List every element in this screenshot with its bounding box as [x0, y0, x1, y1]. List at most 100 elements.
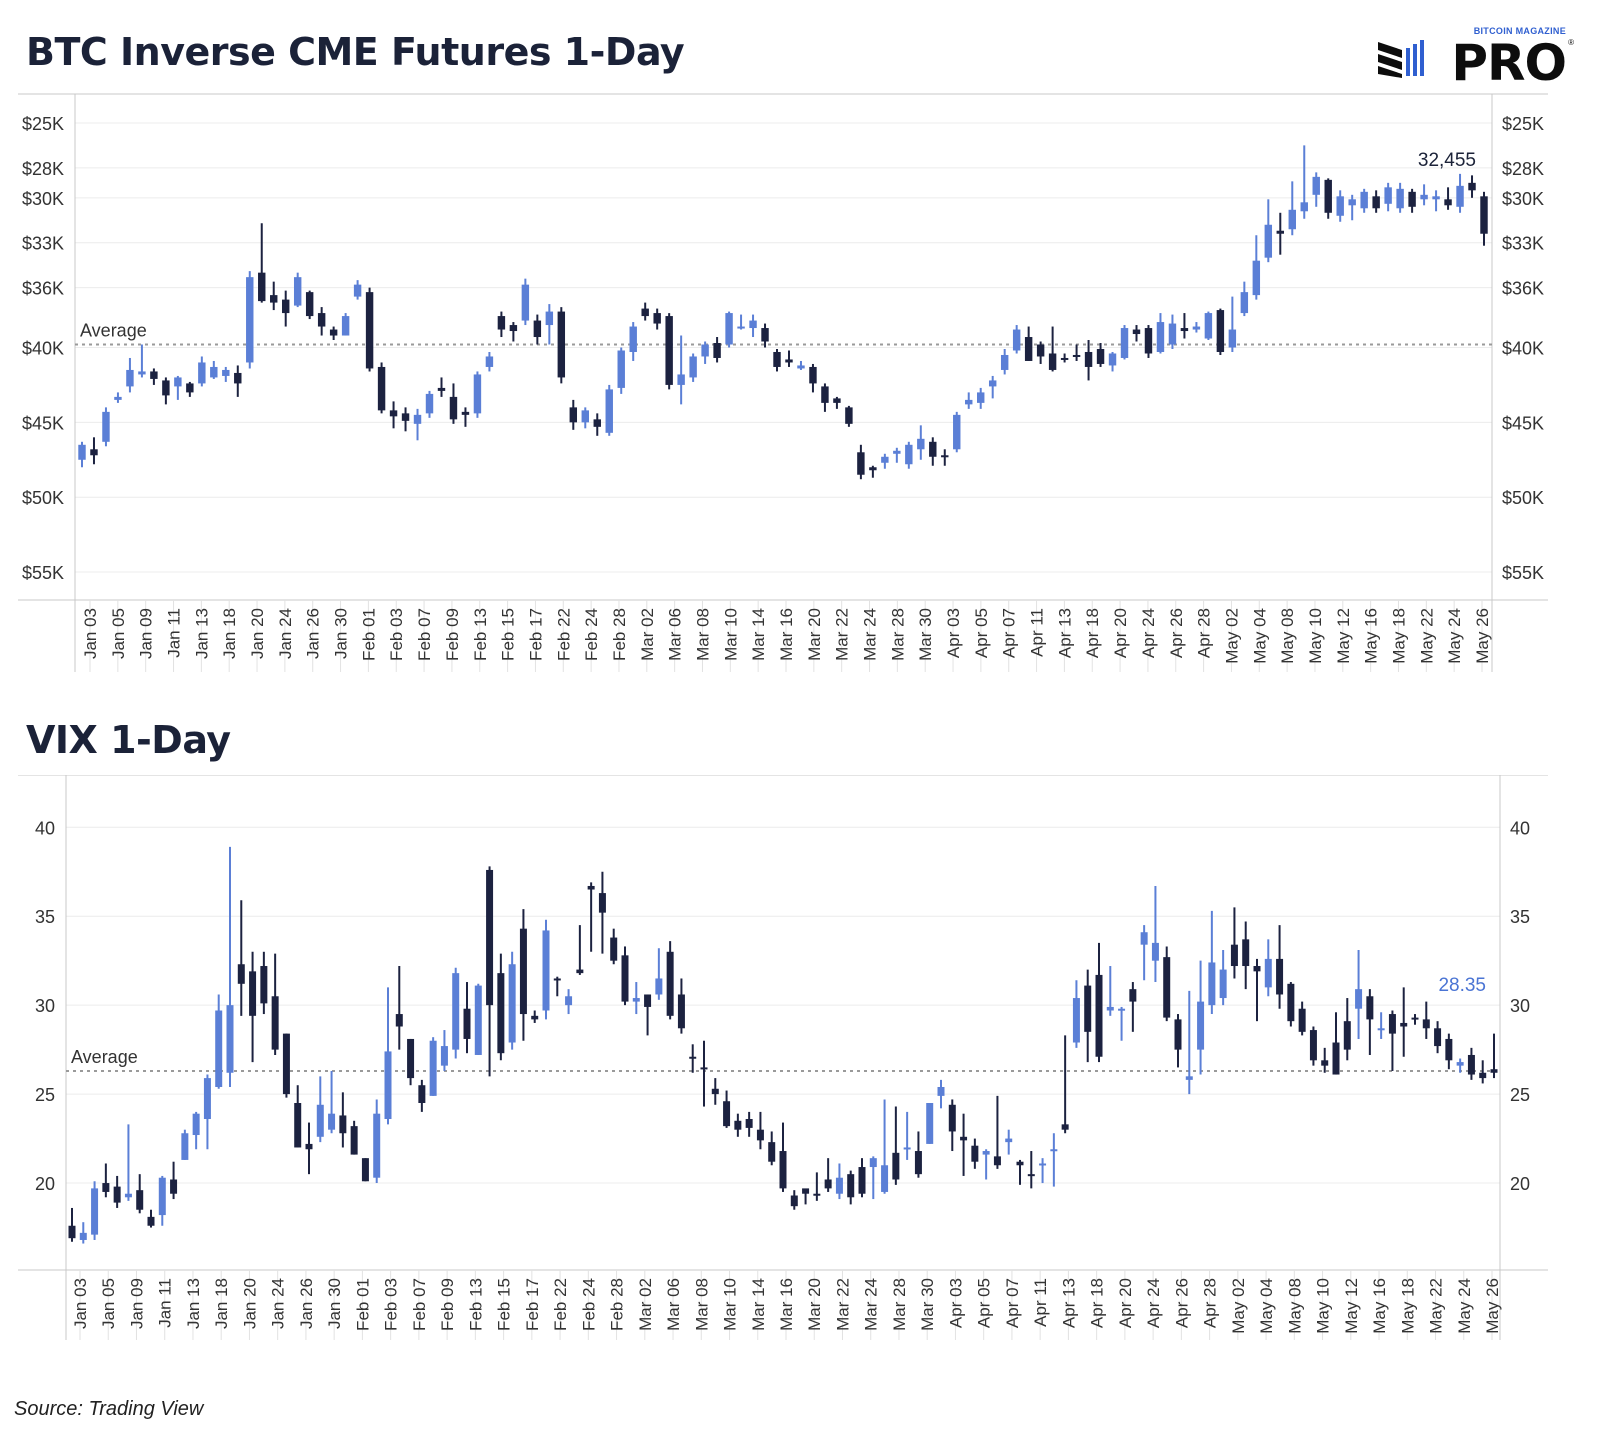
vix-candle-body	[102, 1183, 110, 1192]
vix-candle	[734, 1113, 742, 1137]
vix-candle	[1027, 1151, 1035, 1189]
vix-candle-body	[440, 1046, 448, 1066]
vix-candle	[1479, 1060, 1487, 1084]
btc-candle-body	[401, 413, 410, 421]
vix-x-tick-label: Mar 06	[664, 1278, 683, 1331]
btc-candle	[78, 441, 86, 468]
btc-x-tick-label: Feb 13	[471, 608, 490, 661]
vix-candle-body	[1490, 1069, 1498, 1073]
vix-candle-body	[452, 973, 460, 1050]
vix-x-tick-label: Feb 09	[438, 1278, 457, 1331]
btc-candle-body	[1288, 209, 1296, 230]
vix-candle	[565, 989, 573, 1015]
vix-candle-body	[689, 1056, 697, 1059]
btc-candle	[1264, 199, 1273, 263]
btc-candle	[737, 314, 745, 330]
vix-candle	[418, 1079, 426, 1112]
vix-candle-body	[249, 971, 257, 1016]
btc-x-tick-label: Apr 11	[1028, 608, 1047, 657]
vix-candle-body	[1434, 1028, 1442, 1047]
vix-candle-body	[124, 1193, 132, 1198]
vix-candle-body	[1061, 1124, 1069, 1130]
vix-candle	[508, 951, 516, 1050]
btc-candle-body	[1084, 351, 1093, 367]
vix-candle	[745, 1111, 753, 1137]
vix-x-tick-label: Jan 18	[212, 1278, 231, 1329]
btc-candle	[893, 447, 901, 463]
btc-x-tick-label: Jan 30	[332, 608, 351, 659]
btc-candle	[413, 408, 422, 441]
vix-candle	[1490, 1033, 1498, 1079]
vix-candle-body	[136, 1190, 144, 1210]
vix-candle-body	[700, 1067, 708, 1070]
btc-candle-body	[641, 308, 649, 317]
vix-candle-body	[1467, 1054, 1475, 1075]
btc-candle	[1432, 190, 1440, 212]
vix-candle-body	[474, 985, 482, 1055]
vix-candle	[903, 1111, 911, 1160]
vix-candle	[576, 925, 584, 975]
btc-x-tick-label: Feb 28	[610, 608, 629, 661]
btc-candle	[917, 425, 925, 460]
btc-candle-body	[617, 350, 625, 388]
btc-candle	[977, 387, 985, 409]
btc-candle	[90, 437, 98, 465]
btc-candle-body	[845, 407, 853, 424]
vix-candle	[914, 1131, 922, 1178]
vix-x-tick-label: May 18	[1398, 1278, 1417, 1334]
vix-x-tick-label: Feb 13	[466, 1278, 485, 1331]
vix-candle-body	[1287, 983, 1295, 1022]
vix-candle-body	[316, 1104, 324, 1137]
btc-y-tick-right: $28K	[1502, 159, 1544, 179]
vix-y-tick-right: 30	[1510, 996, 1530, 1016]
vix-candle	[113, 1175, 121, 1208]
vix-candle	[1129, 982, 1137, 1032]
btc-candle-body	[425, 393, 434, 414]
btc-candle-body	[1420, 194, 1428, 200]
btc-candle	[521, 278, 530, 326]
vix-x-tick-label: May 26	[1483, 1278, 1502, 1334]
vix-candle-body	[621, 955, 629, 1002]
vix-last-value-label: 28.35	[1438, 975, 1486, 996]
btc-candle-body	[174, 377, 182, 387]
vix-candle	[644, 994, 652, 1036]
vix-average-label: Average	[71, 1047, 138, 1067]
vix-candle	[723, 1090, 731, 1128]
vix-candle-body	[1016, 1161, 1024, 1166]
btc-x-tick-label: Apr 26	[1167, 608, 1186, 658]
vix-candle-body	[745, 1119, 753, 1128]
btc-x-tick-label: Jan 18	[220, 608, 239, 659]
vix-candle	[700, 1040, 708, 1107]
btc-candle-body	[1228, 329, 1237, 348]
vix-y-tick-left: 25	[35, 1085, 55, 1105]
btc-y-tick-left: $50K	[22, 488, 64, 508]
vix-candle-body	[1151, 942, 1159, 961]
vix-candle-body	[147, 1216, 155, 1226]
btc-candle	[497, 311, 506, 338]
btc-y-tick-left: $33K	[22, 234, 64, 254]
btc-candle-body	[102, 411, 110, 442]
btc-candle-body	[1156, 322, 1165, 352]
vix-candle-body	[1422, 1019, 1430, 1029]
vix-x-tick-label: Jan 26	[297, 1278, 316, 1329]
vix-y-tick-left: 20	[35, 1174, 55, 1194]
btc-candle-body	[305, 292, 314, 317]
vix-candle-body	[723, 1101, 731, 1127]
vix-candle	[1174, 1014, 1182, 1068]
vix-candle-body	[1264, 958, 1272, 988]
btc-candle-body	[761, 328, 769, 342]
vix-candle	[102, 1163, 110, 1198]
vix-x-tick-label: Mar 14	[749, 1278, 768, 1331]
btc-candle-body	[126, 369, 134, 387]
vix-candle	[598, 871, 606, 954]
vix-x-tick-label: Apr 11	[1031, 1278, 1050, 1327]
vix-candle-body	[655, 978, 663, 995]
vix-candle-body	[237, 964, 245, 984]
btc-y-tick-right: $30K	[1502, 189, 1544, 209]
vix-candle	[542, 919, 550, 1020]
btc-candle-body	[437, 387, 446, 391]
vix-candle	[271, 953, 279, 1055]
btc-candle-body	[329, 329, 338, 336]
vix-candle-body	[666, 951, 674, 1016]
btc-x-tick-label: Jan 24	[276, 608, 295, 659]
